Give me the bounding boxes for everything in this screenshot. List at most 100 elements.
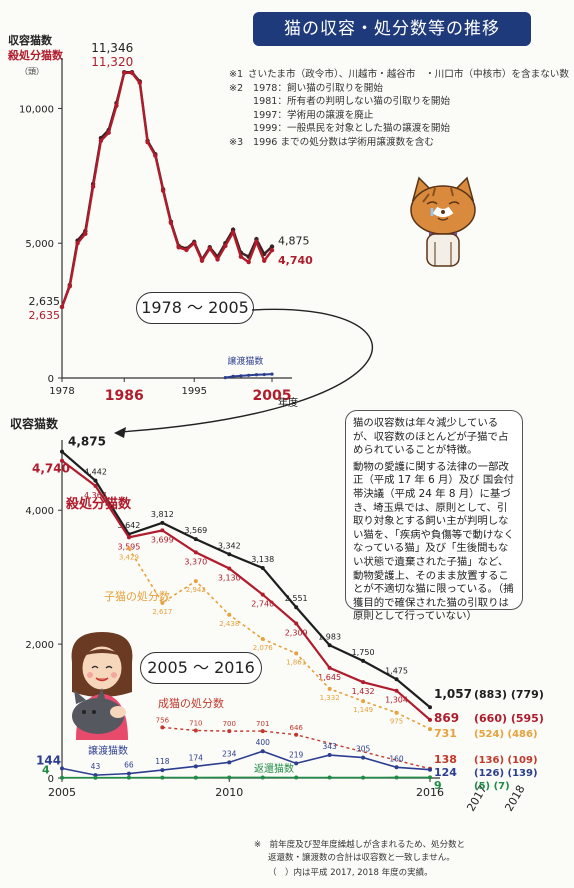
data-label-transfer: 219 bbox=[289, 750, 304, 759]
girl-hugging-cat-illustration bbox=[71, 632, 133, 740]
end-label-euthanized: 4,740 bbox=[278, 254, 313, 267]
data-point-euthanized bbox=[227, 566, 232, 571]
note-mark: ※3 bbox=[229, 136, 244, 148]
data-point-returned bbox=[126, 775, 131, 780]
data-point-returned bbox=[327, 775, 332, 780]
x-tick-label: 1995 bbox=[181, 386, 206, 397]
data-point-euthanized bbox=[160, 528, 165, 533]
data-label-transfer: 234 bbox=[222, 749, 237, 758]
start-label-transfer: 144 bbox=[36, 753, 61, 767]
data-point-intake bbox=[60, 449, 64, 454]
data-label-intake: 3,569 bbox=[184, 526, 207, 535]
note-line: ※1 さいたま市（政令市）、川越市・越谷市 ・川口市（中核市）を含まない数 bbox=[229, 68, 569, 82]
data-point-kitten bbox=[394, 710, 399, 715]
data-point-intake bbox=[428, 705, 432, 710]
data-point-euthanized bbox=[153, 153, 158, 158]
data-point-returned bbox=[160, 775, 165, 780]
data-point-intake bbox=[394, 677, 399, 682]
range-label-2005-2016: 2005 ～ 2016 bbox=[140, 652, 262, 684]
series-name-kitten: 子猫の処分数 bbox=[104, 590, 170, 603]
end-label-transfer: 124 bbox=[434, 766, 457, 779]
data-label-euthanized: 2,740 bbox=[251, 600, 274, 609]
data-label-euthanized: 1,645 bbox=[318, 673, 341, 682]
y-tick-label: 5,000 bbox=[25, 239, 54, 250]
data-point-intake bbox=[361, 658, 366, 663]
data-label-transfer: 343 bbox=[322, 742, 337, 751]
data-label-euthanized: 3,130 bbox=[218, 573, 241, 582]
data-point-euthanized bbox=[75, 241, 80, 246]
data-point-returned bbox=[60, 775, 64, 780]
data-label-kitten: 2,942 bbox=[186, 586, 206, 594]
series-name-euthanized: 殺処分猫数 bbox=[65, 496, 132, 512]
series-name-adult: 成猫の処分数 bbox=[158, 697, 224, 710]
data-point-adult bbox=[227, 729, 232, 734]
y-axis-unit: （頭） bbox=[20, 67, 44, 76]
x-tick-label: 2005 bbox=[48, 786, 76, 799]
data-label-transfer: 174 bbox=[189, 753, 204, 762]
data-point-euthanized bbox=[106, 130, 111, 135]
data-point-euthanized bbox=[122, 70, 127, 76]
data-point-transfer bbox=[294, 761, 299, 766]
data-point-euthanized bbox=[394, 688, 399, 693]
later-values-adult: (136) (109) bbox=[474, 755, 538, 766]
connector-arrow bbox=[114, 308, 374, 438]
start-label-euthanized: 4,740 bbox=[32, 462, 70, 476]
data-label-adult: 700 bbox=[223, 720, 236, 728]
data-point-euthanized bbox=[207, 246, 212, 251]
note-text: 1999：一般県民を対象とした猫の譲渡を開始 bbox=[253, 123, 451, 134]
footnote-line-1: ※ 前年度及び翌年度繰越しが含まれるため、処分数と bbox=[254, 840, 466, 850]
data-point-intake bbox=[160, 520, 165, 525]
note-mark: ※2 bbox=[229, 82, 244, 94]
y-tick-label: 0 bbox=[48, 374, 54, 385]
data-point-transfer bbox=[227, 760, 232, 765]
data-label-adult: 756 bbox=[156, 716, 170, 724]
y-axis-label-intake: 収容猫数 bbox=[8, 33, 53, 47]
data-point-returned bbox=[294, 775, 299, 780]
data-point-euthanized bbox=[199, 258, 205, 263]
data-point-euthanized bbox=[223, 243, 228, 249]
data-point-euthanized bbox=[246, 259, 251, 265]
data-point-euthanized bbox=[93, 483, 98, 488]
data-label-transfer: 43 bbox=[91, 762, 101, 771]
start-label-euthanized: 2,635 bbox=[29, 309, 61, 322]
x-tick-label: 2016 bbox=[416, 786, 444, 799]
y-axis-label: 収容猫数 bbox=[10, 416, 59, 431]
data-label-kitten: 2,076 bbox=[253, 644, 274, 652]
note-text: 1997：学術用の譲渡を廃止 bbox=[253, 109, 374, 121]
data-point-euthanized bbox=[260, 592, 265, 597]
note-line: 1981：所有者の判明しない猫の引取りを開始 bbox=[229, 95, 569, 109]
note-line: 1997：学術用の譲渡を廃止 bbox=[229, 109, 569, 123]
data-label-adult: 701 bbox=[256, 720, 269, 728]
data-point-transfer bbox=[239, 374, 243, 378]
x-tick-label: 1978 bbox=[49, 386, 74, 397]
data-point-transfer bbox=[270, 372, 274, 376]
data-point-kitten bbox=[428, 727, 432, 732]
data-label-intake: 3,642 bbox=[117, 521, 140, 530]
data-label-intake: 2,551 bbox=[285, 594, 308, 603]
data-point-transfer bbox=[254, 373, 259, 377]
data-point-euthanized bbox=[137, 80, 142, 86]
data-point-kitten bbox=[327, 686, 332, 691]
data-point-transfer bbox=[60, 766, 64, 771]
data-point-returned bbox=[361, 775, 366, 780]
data-label-euthanized: 1,432 bbox=[352, 687, 375, 696]
data-point-transfer bbox=[327, 753, 332, 758]
data-point-euthanized bbox=[254, 239, 259, 245]
data-label-intake: 4,442 bbox=[84, 468, 107, 477]
series-line-intake bbox=[61, 450, 431, 709]
data-point-euthanized bbox=[192, 241, 197, 246]
data-point-adult bbox=[260, 729, 265, 734]
footnote-line-2: 返還数・譲渡数の合計は収容数と一致しません。 bbox=[268, 853, 455, 863]
data-point-kitten bbox=[160, 600, 165, 605]
end-label-kitten: 731 bbox=[434, 727, 457, 740]
data-point-euthanized bbox=[184, 247, 189, 253]
later-values-transfer: (126) (139) bbox=[474, 768, 538, 779]
y-axis-label-euthanized: 殺処分猫数 bbox=[7, 48, 64, 62]
crying-cat-illustration bbox=[410, 176, 476, 267]
y-tick-label: 0 bbox=[48, 774, 54, 785]
data-point-euthanized bbox=[193, 550, 198, 555]
data-point-euthanized bbox=[129, 70, 135, 76]
start-label-intake: 2,635 bbox=[29, 295, 61, 308]
series-line-adult bbox=[162, 726, 431, 770]
